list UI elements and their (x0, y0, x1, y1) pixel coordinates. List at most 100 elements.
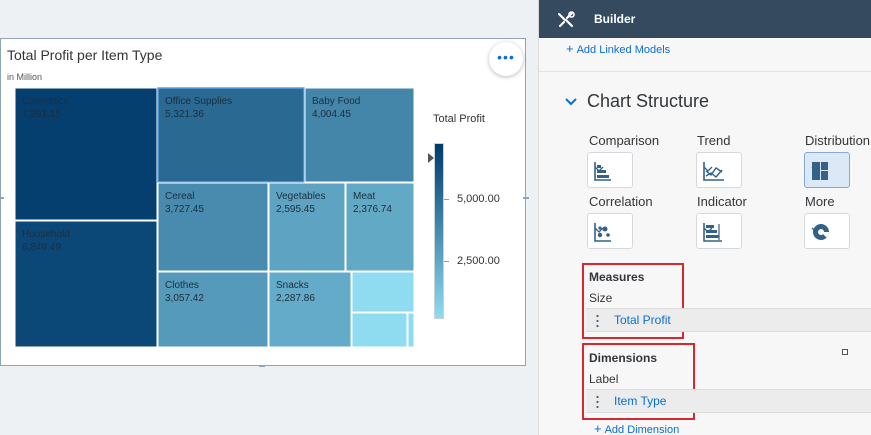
measure-token-label: Total Profit (614, 313, 671, 327)
chevron-down-icon (703, 227, 713, 233)
treemap-tile[interactable]: Meat 2,376.74 (345, 182, 415, 272)
legend-tick (444, 199, 449, 200)
legend-tick (444, 261, 449, 262)
treemap-tile-small[interactable] (351, 312, 408, 348)
treemap-tile-label: Cereal (165, 191, 194, 202)
more-chart-button[interactable] (804, 213, 850, 249)
scatter-chart-icon (594, 223, 611, 242)
treemap-tile[interactable]: Cosmetics 7,261.15 (14, 87, 158, 221)
category-label-indicator: Indicator (697, 194, 747, 209)
chevron-down-icon (703, 166, 713, 172)
chart-subtitle: in Million (7, 72, 43, 82)
donut-chart-icon (813, 224, 829, 240)
plus-icon: + (566, 41, 574, 56)
drag-handle-icon[interactable] (596, 395, 599, 409)
treemap-tile-label: Clothes (165, 280, 199, 291)
category-label-correlation: Correlation (589, 194, 653, 209)
dimension-settings-icon[interactable] (842, 349, 848, 355)
builder-title: Builder (594, 12, 636, 26)
legend-tick-label: 2,500.00 (457, 255, 500, 267)
chart-structure-header[interactable]: Chart Structure (565, 91, 709, 112)
treemap-tile[interactable]: Cereal 3,727.45 (157, 182, 269, 272)
category-label-trend: Trend (697, 133, 731, 148)
treemap-tile[interactable]: Vegetables 2,595.45 (268, 182, 346, 272)
treemap-tile-rect[interactable] (14, 87, 158, 221)
tools-icon (557, 11, 575, 28)
indicator-chart-button[interactable] (696, 213, 742, 249)
add-dimension-label: Add Dimension (604, 424, 680, 435)
treemap-tile-label: Office Supplies (165, 96, 232, 107)
chevron-down-icon (594, 166, 604, 172)
dimensions-label-label: Label (589, 372, 619, 386)
treemap-tile-value: 6,849.49 (22, 242, 61, 253)
treemap-tile-value: 3,057.42 (165, 293, 204, 304)
more-actions-button[interactable]: ••• (489, 42, 523, 76)
category-label-more: More (805, 194, 835, 209)
treemap-tile-small[interactable] (407, 312, 415, 348)
treemap-tile-rect[interactable] (157, 182, 269, 272)
comparison-chart-button[interactable] (587, 152, 633, 188)
add-linked-models-button[interactable]: + Add Linked Models (566, 41, 670, 56)
treemap-tile-rect[interactable] (304, 87, 415, 183)
bar-chart-icon (594, 162, 611, 181)
treemap-tile-label: Baby Food (312, 96, 360, 107)
treemap-tile[interactable]: Baby Food 4,004.45 (304, 87, 415, 183)
resize-handle[interactable] (0, 197, 4, 199)
treemap-tile-rect[interactable] (268, 271, 352, 348)
measures-size-label: Size (589, 291, 613, 305)
correlation-chart-button[interactable] (587, 213, 633, 249)
chart-structure-title: Chart Structure (587, 91, 710, 111)
builder-body: + Add Linked Models Chart Structure Compa… (539, 38, 871, 435)
bullet-chart-icon (703, 223, 722, 242)
treemap-tile-label: Cosmetics (22, 96, 69, 107)
treemap-tile-label: Snacks (276, 280, 309, 291)
treemap-tile-rect[interactable] (268, 182, 346, 272)
resize-handle[interactable] (523, 197, 529, 199)
dimensions-title: Dimensions (589, 351, 658, 365)
treemap-tile-rect[interactable] (14, 220, 158, 348)
dimension-token-item-type[interactable]: Item Type (586, 389, 871, 413)
chart-widget[interactable]: Total Profit per Item Type in Million ••… (0, 38, 529, 367)
trend-chart-button[interactable] (696, 152, 742, 188)
treemap-tile-rect[interactable] (157, 271, 269, 348)
legend-tick-label: 5,000.00 (457, 193, 500, 205)
drag-handle-icon[interactable] (596, 314, 599, 328)
chevron-down-icon (811, 166, 821, 172)
treemap-tile-value: 3,727.45 (165, 204, 204, 215)
resize-handle[interactable] (259, 365, 265, 367)
treemap-tile-label: Meat (353, 191, 375, 202)
treemap-tile-value: 2,287.86 (276, 293, 315, 304)
treemap-tile-rect[interactable] (157, 87, 305, 183)
area-chart-icon (703, 162, 724, 181)
add-linked-models-label: Add Linked Models (576, 44, 671, 56)
category-label-distribution: Distribution (805, 133, 871, 148)
builder-header: Builder (539, 0, 871, 38)
treemap-tile-label: Household (22, 229, 70, 240)
treemap-tile-value: 4,004.45 (312, 109, 351, 120)
treemap-tile-value: 2,376.74 (353, 204, 392, 215)
treemap-tile-value: 2,595.45 (276, 204, 315, 215)
legend-title: Total Profit (433, 113, 485, 125)
chevron-down-icon (811, 227, 821, 233)
treemap-tile[interactable]: Household 6,849.49 (14, 220, 158, 348)
plus-icon: + (594, 421, 602, 435)
treemap-tile[interactable]: Snacks 2,287.86 (268, 271, 352, 348)
treemap-chart: Cosmetics 7,261.15 Household 6,849.49 Office… (14, 87, 415, 348)
treemap-tile-rect[interactable] (345, 182, 415, 272)
legend-marker-icon (428, 153, 434, 163)
treemap-tile[interactable]: Clothes 3,057.42 (157, 271, 269, 348)
treemap-tile-value: 7,261.15 (22, 109, 61, 120)
treemap-tile[interactable]: Office Supplies 5,321.36 (157, 87, 305, 183)
dimension-token-label: Item Type (614, 394, 667, 408)
category-label-comparison: Comparison (589, 133, 660, 148)
builder-panel: Builder + Add Linked Models Chart Structu… (538, 0, 871, 435)
treemap-tile-value: 5,321.36 (165, 109, 204, 120)
add-dimension-button[interactable]: + Add Dimension (594, 421, 679, 435)
chevron-down-icon (565, 98, 577, 106)
treemap-tile-small[interactable] (351, 271, 415, 313)
divider (539, 71, 871, 72)
treemap-tile-label: Vegetables (276, 191, 326, 202)
dimensions-highlight (582, 343, 695, 420)
distribution-chart-button[interactable] (804, 152, 850, 188)
measure-token-total-profit[interactable]: Total Profit (586, 308, 871, 332)
